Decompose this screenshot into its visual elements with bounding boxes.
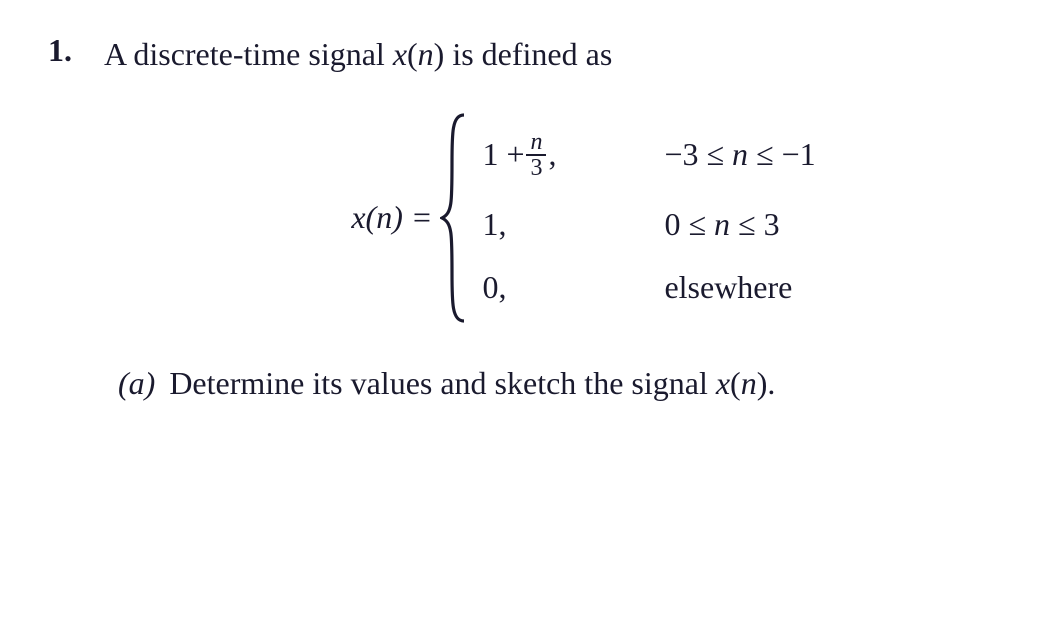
frac-den: 3 xyxy=(526,154,546,180)
case-1-value: 1 + n 3 , xyxy=(482,130,632,180)
lhs-x: x xyxy=(351,199,365,235)
subpart-label: (a) xyxy=(118,359,155,407)
left-brace-icon xyxy=(440,113,468,323)
intro-signal-x: x xyxy=(393,36,407,72)
piecewise-equation: x(n) = 1 + n 3 , −3 ≤ n ≤ −1 1, 0 ≤ n ≤ … xyxy=(168,113,999,323)
problem-number: 1. xyxy=(48,32,88,69)
subpart-var: n xyxy=(741,365,757,401)
equation-lhs: x(n) = xyxy=(351,199,432,236)
lhs-open: ( xyxy=(366,199,377,235)
case-1-lead: 1 + xyxy=(482,136,524,173)
problem-intro: A discrete-time signal x(n) is defined a… xyxy=(104,32,612,77)
case-2-condition: 0 ≤ n ≤ 3 xyxy=(664,206,779,243)
subpart-open: ( xyxy=(730,365,741,401)
case-3-condition: elsewhere xyxy=(664,269,792,306)
subpart-x: x xyxy=(716,365,730,401)
subpart-close: ). xyxy=(757,365,776,401)
case-1-condition: −3 ≤ n ≤ −1 xyxy=(664,136,815,173)
intro-close: ) xyxy=(434,36,445,72)
subpart-a: (a) Determine its values and sketch the … xyxy=(118,359,999,407)
lhs-close: ) = xyxy=(392,199,432,235)
case-row-1: 1 + n 3 , −3 ≤ n ≤ −1 xyxy=(482,130,815,180)
intro-suffix: is defined as xyxy=(444,36,612,72)
fraction-n-over-3: n 3 xyxy=(526,130,546,180)
intro-var: n xyxy=(418,36,434,72)
cases-container: 1 + n 3 , −3 ≤ n ≤ −1 1, 0 ≤ n ≤ 3 0, el… xyxy=(482,130,815,306)
intro-open: ( xyxy=(407,36,418,72)
frac-num: n xyxy=(526,130,546,154)
subpart-prefix: Determine its values and sketch the sign… xyxy=(169,365,716,401)
subpart-text: Determine its values and sketch the sign… xyxy=(169,359,775,407)
intro-prefix: A discrete-time signal xyxy=(104,36,393,72)
case-2-value: 1, xyxy=(482,206,632,243)
lhs-var: n xyxy=(376,199,392,235)
case-1-tail: , xyxy=(548,136,556,173)
case-3-value: 0, xyxy=(482,269,632,306)
case-row-2: 1, 0 ≤ n ≤ 3 xyxy=(482,206,815,243)
case-row-3: 0, elsewhere xyxy=(482,269,815,306)
